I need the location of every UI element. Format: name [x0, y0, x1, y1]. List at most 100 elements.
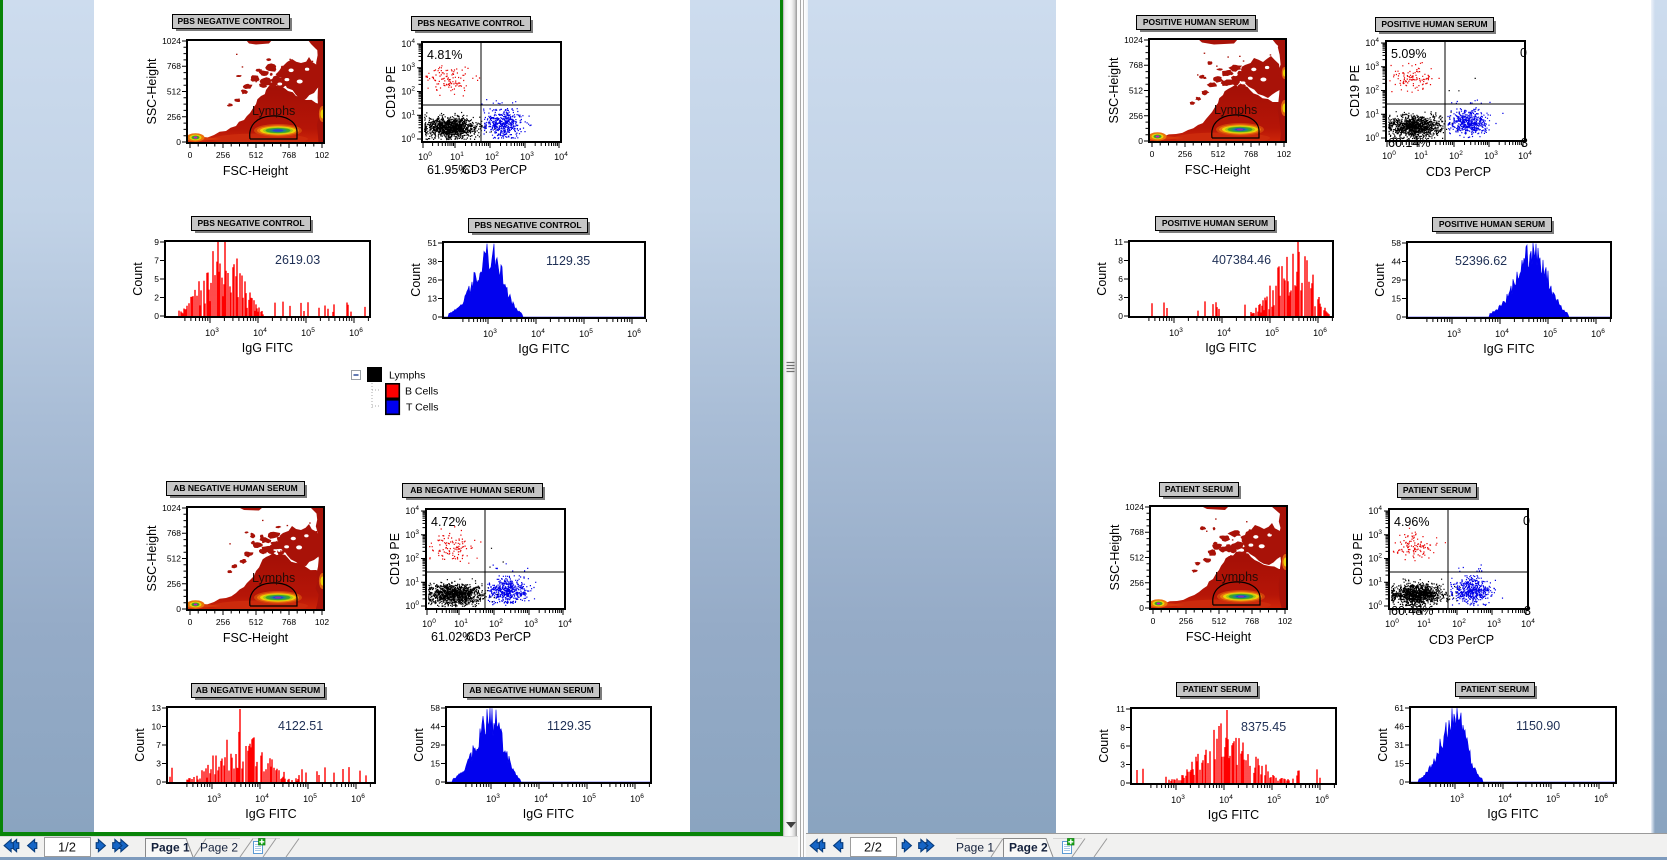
svg-text:7: 7	[154, 256, 159, 266]
svg-text:CD19 PE: CD19 PE	[1351, 533, 1365, 585]
svg-text:768: 768	[1129, 60, 1143, 70]
svg-text:100: 100	[401, 133, 415, 144]
svg-text:105: 105	[1265, 327, 1279, 338]
svg-text:100: 100	[418, 151, 432, 162]
svg-text:0: 0	[432, 312, 437, 322]
svg-text:101: 101	[1368, 576, 1382, 587]
svg-text:0: 0	[188, 617, 193, 627]
svg-text:Count: Count	[133, 728, 147, 762]
svg-text:13: 13	[152, 703, 162, 713]
svg-text:61.95%: 61.95%	[427, 163, 469, 177]
svg-text:512: 512	[1130, 553, 1144, 563]
svg-text:SSC-Height: SSC-Height	[1108, 524, 1122, 591]
svg-text:103: 103	[1368, 529, 1382, 540]
svg-text:103: 103	[486, 793, 500, 804]
svg-text:0: 0	[1520, 46, 1527, 60]
svg-text:104: 104	[531, 328, 545, 339]
svg-text:103: 103	[401, 62, 415, 73]
svg-text:105: 105	[1267, 794, 1281, 805]
svg-text:44: 44	[1392, 257, 1402, 267]
svg-text:SSC-Height: SSC-Height	[145, 58, 159, 125]
svg-text:102: 102	[315, 150, 329, 160]
svg-text:CD19 PE: CD19 PE	[384, 66, 398, 118]
svg-text:101: 101	[1414, 150, 1428, 161]
svg-text:103: 103	[524, 618, 538, 629]
svg-text:512: 512	[1212, 616, 1226, 626]
svg-text:0: 0	[1523, 514, 1530, 528]
svg-text:100: 100	[1385, 618, 1399, 629]
svg-text:768: 768	[1130, 527, 1144, 537]
svg-text:512: 512	[167, 87, 181, 97]
svg-text:CD3 PerCP: CD3 PerCP	[462, 163, 527, 177]
svg-text:768: 768	[282, 150, 296, 160]
svg-text:15: 15	[1392, 294, 1402, 304]
svg-text:104: 104	[253, 327, 267, 338]
svg-text:4122.51: 4122.51	[278, 719, 323, 733]
svg-text:768: 768	[1244, 149, 1258, 159]
svg-text:102: 102	[1449, 150, 1463, 161]
svg-text:105: 105	[303, 793, 317, 804]
svg-text:4.96%: 4.96%	[1394, 515, 1429, 529]
svg-text:0: 0	[435, 777, 440, 787]
svg-text:256: 256	[1130, 578, 1144, 588]
svg-text:106: 106	[349, 327, 363, 338]
svg-text:104: 104	[1365, 37, 1379, 48]
svg-text:8: 8	[1120, 723, 1125, 733]
svg-text:102: 102	[1365, 85, 1379, 96]
svg-text:256: 256	[167, 579, 181, 589]
svg-text:103: 103	[207, 793, 221, 804]
svg-text:Lymphs: Lymphs	[389, 370, 425, 382]
svg-text:256: 256	[1178, 149, 1192, 159]
svg-text:51: 51	[428, 238, 438, 248]
svg-text:104: 104	[405, 505, 419, 516]
svg-text:IgG FITC: IgG FITC	[1208, 808, 1259, 822]
svg-text:103: 103	[205, 327, 219, 338]
svg-text:102: 102	[315, 617, 329, 627]
svg-text:6: 6	[1118, 274, 1123, 284]
svg-text:101: 101	[450, 151, 464, 162]
svg-text:0: 0	[156, 777, 161, 787]
svg-text:768: 768	[167, 61, 181, 71]
svg-text:105: 105	[1543, 328, 1557, 339]
svg-text:103: 103	[1487, 618, 1501, 629]
svg-text:Page 1: Page 1	[151, 841, 190, 855]
svg-text:103: 103	[520, 151, 534, 162]
svg-text:3: 3	[1524, 604, 1531, 618]
svg-text:768: 768	[282, 617, 296, 627]
svg-text:103: 103	[1169, 327, 1183, 338]
svg-text:101: 101	[401, 109, 415, 120]
svg-text:0: 0	[1150, 149, 1155, 159]
svg-text:FSC-Height: FSC-Height	[223, 164, 289, 178]
svg-text:103: 103	[1171, 794, 1185, 805]
svg-text:1129.35: 1129.35	[547, 719, 591, 733]
svg-text:104: 104	[558, 618, 572, 629]
svg-text:100: 100	[405, 600, 419, 611]
svg-text:101: 101	[1365, 108, 1379, 119]
svg-text:46: 46	[1395, 722, 1405, 732]
svg-text:0: 0	[1138, 136, 1143, 146]
svg-text:61.02%: 61.02%	[431, 630, 473, 644]
svg-text:Count: Count	[409, 263, 423, 297]
svg-text:13: 13	[428, 294, 438, 304]
svg-text:105: 105	[582, 793, 596, 804]
svg-text:8: 8	[1118, 256, 1123, 266]
svg-text:256: 256	[216, 617, 230, 627]
svg-text:100: 100	[1365, 132, 1379, 143]
svg-text:IgG FITC: IgG FITC	[518, 342, 569, 356]
svg-text:105: 105	[579, 328, 593, 339]
svg-text:Page 2: Page 2	[200, 841, 238, 855]
svg-text:Lymphs: Lymphs	[252, 104, 295, 118]
svg-text:IgG FITC: IgG FITC	[242, 341, 293, 355]
svg-text:512: 512	[1211, 149, 1225, 159]
svg-text:CD3 PerCP: CD3 PerCP	[1426, 165, 1491, 179]
svg-text:101: 101	[454, 618, 468, 629]
svg-text:0: 0	[154, 311, 159, 321]
svg-text:CD3 PerCP: CD3 PerCP	[1429, 633, 1494, 647]
svg-text:IgG FITC: IgG FITC	[245, 807, 296, 821]
svg-text:106: 106	[1594, 793, 1608, 804]
svg-text:Count: Count	[1376, 728, 1390, 762]
svg-text:1129.35: 1129.35	[546, 254, 590, 268]
svg-text:256: 256	[216, 150, 230, 160]
svg-text:FSC-Height: FSC-Height	[1185, 163, 1251, 177]
svg-text:106: 106	[1315, 794, 1329, 805]
